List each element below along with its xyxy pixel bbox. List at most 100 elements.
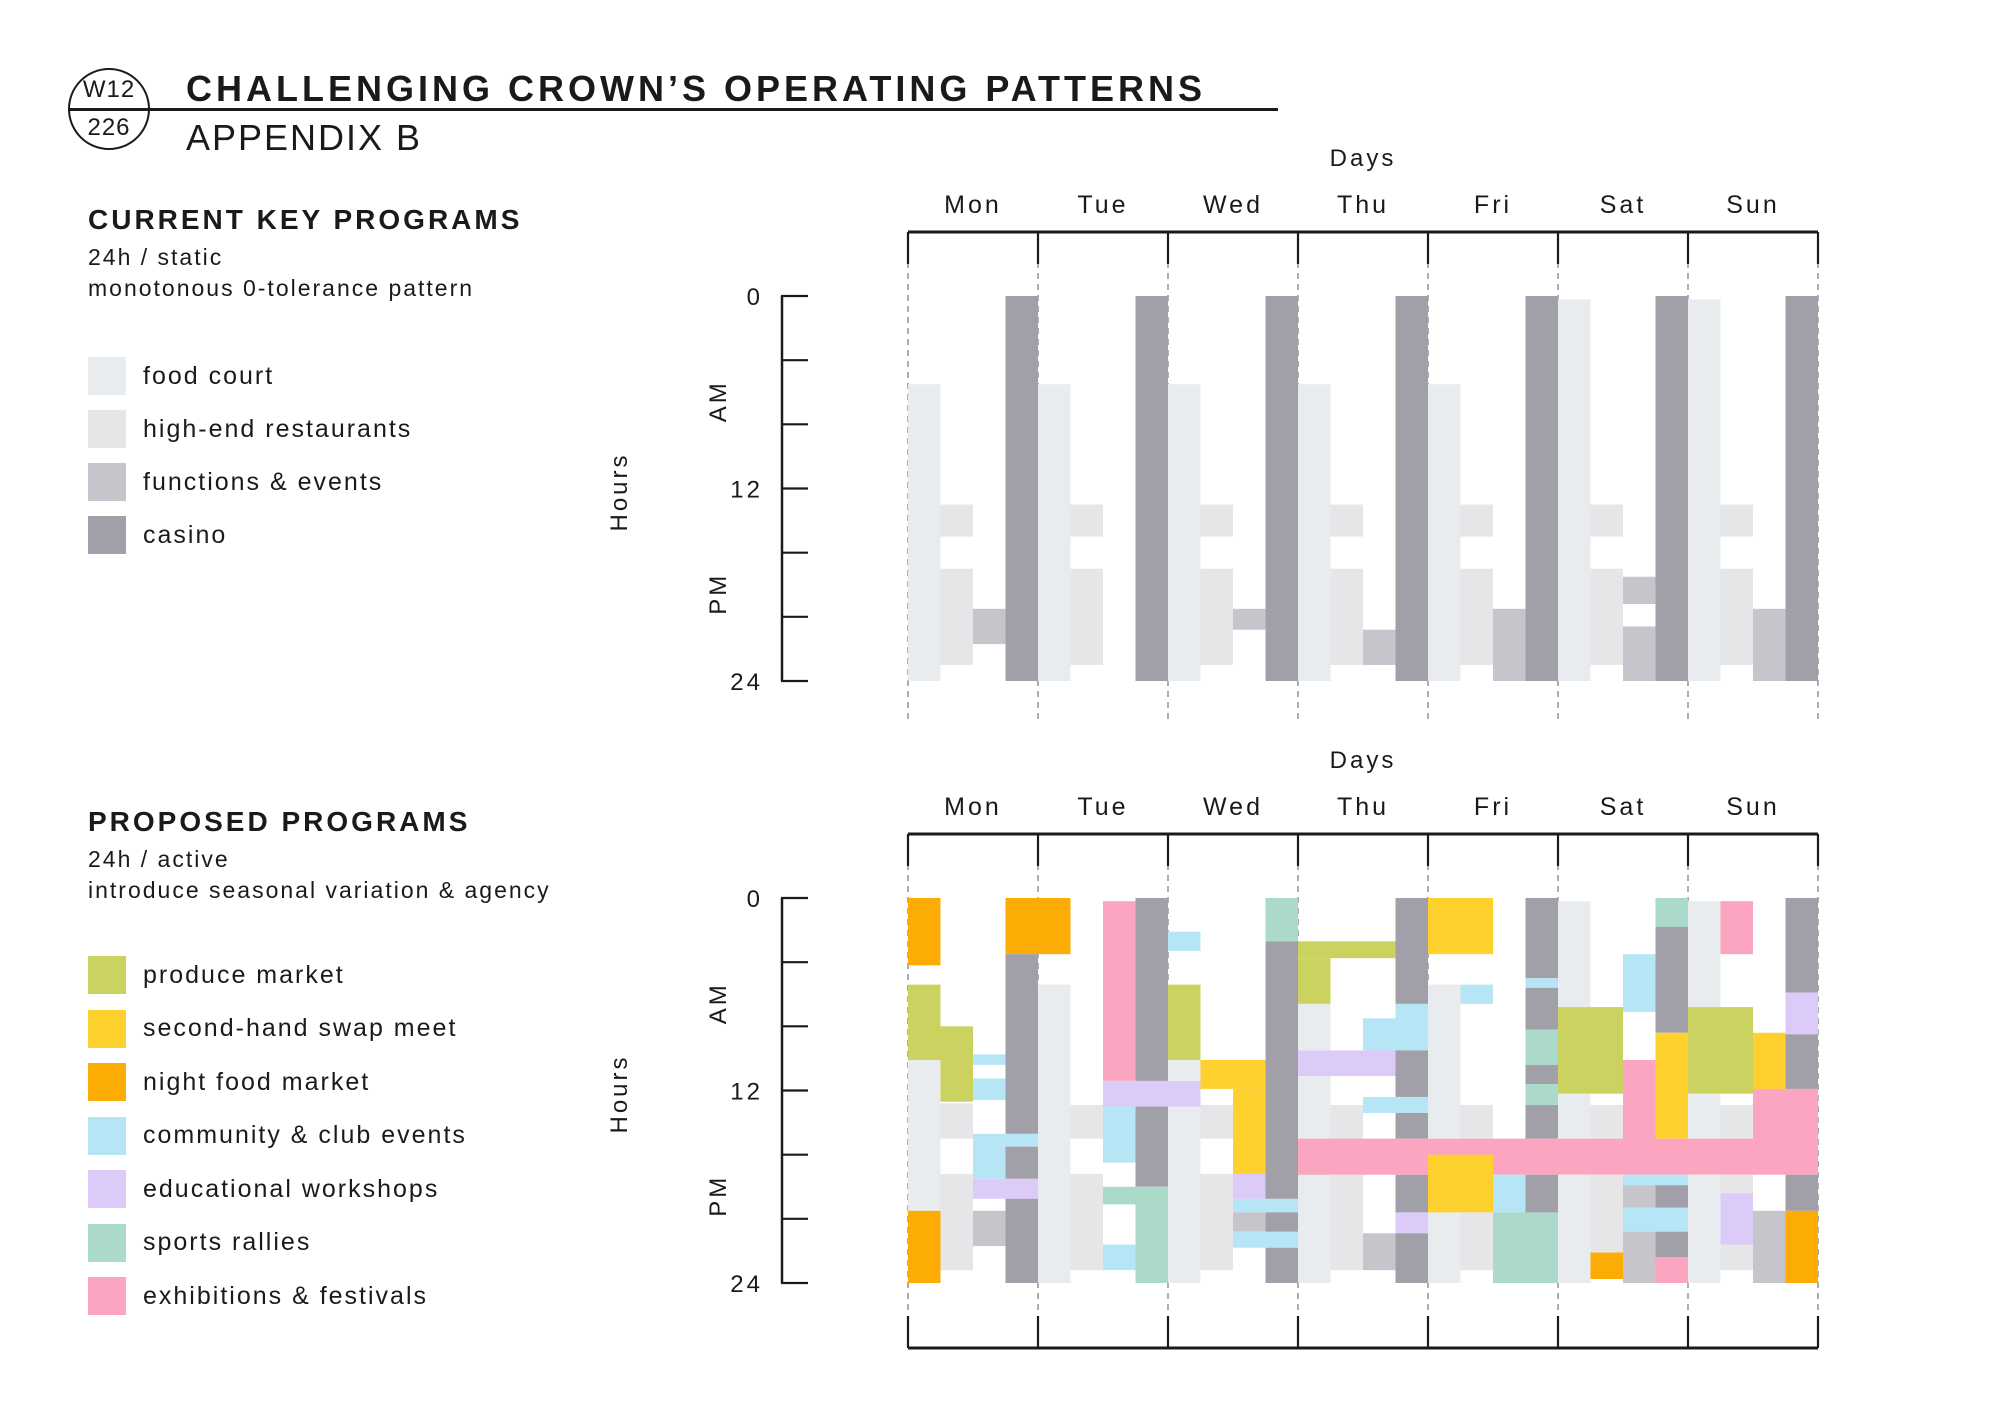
legend-item-workshops: educational workshops bbox=[88, 1169, 467, 1209]
legend-item-casino: casino bbox=[88, 515, 412, 555]
block-functions bbox=[1363, 629, 1396, 665]
day-label-wed: Wed bbox=[1203, 191, 1263, 219]
proposed-legend: produce market second-hand swap meet night… bbox=[88, 955, 467, 1330]
block-food-court bbox=[1558, 1174, 1591, 1283]
block-sports bbox=[1103, 1186, 1136, 1205]
block-high-end bbox=[1200, 1104, 1233, 1139]
block-night-food bbox=[1590, 1252, 1623, 1279]
block-casino bbox=[1265, 296, 1298, 681]
legend-swatch bbox=[88, 357, 126, 395]
block-functions bbox=[1753, 608, 1786, 681]
block-high-end bbox=[1330, 568, 1363, 665]
block-high-end bbox=[1720, 1104, 1753, 1139]
block-workshops bbox=[1233, 1173, 1266, 1199]
block-casino bbox=[1395, 898, 1428, 1004]
pm-label: PM bbox=[705, 573, 732, 615]
block-produce bbox=[1688, 1007, 1753, 1094]
block-community bbox=[1363, 1096, 1428, 1113]
hour-tick-label: 24 bbox=[730, 1271, 763, 1298]
legend-label: casino bbox=[143, 520, 228, 549]
block-community bbox=[1363, 1018, 1396, 1051]
legend-label: exhibitions & festivals bbox=[143, 1281, 429, 1310]
block-casino bbox=[1135, 898, 1168, 1081]
block-functions bbox=[1493, 608, 1526, 681]
legend-swatch bbox=[88, 516, 126, 554]
page-title: CHALLENGING CROWN’S OPERATING PATTERNS bbox=[186, 68, 1206, 109]
block-casino bbox=[1005, 1198, 1038, 1283]
block-high-end bbox=[940, 568, 973, 665]
block-food-court bbox=[1688, 1093, 1721, 1139]
block-community bbox=[1395, 1003, 1428, 1051]
block-swap bbox=[1428, 1154, 1493, 1213]
legend-item-food-court: food court bbox=[88, 356, 412, 396]
block-casino bbox=[1005, 296, 1038, 681]
block-community bbox=[1525, 978, 1558, 988]
block-sports bbox=[1525, 1084, 1558, 1105]
block-community bbox=[1168, 931, 1201, 951]
block-high-end bbox=[1720, 1174, 1753, 1194]
block-functions bbox=[1623, 576, 1656, 604]
current-programs-title: CURRENT KEY PROGRAMS bbox=[88, 204, 523, 235]
legend-label: functions & events bbox=[143, 467, 384, 496]
block-functions bbox=[1233, 1212, 1266, 1232]
block-community bbox=[1233, 1231, 1298, 1248]
legend-label: high-end restaurants bbox=[143, 414, 413, 443]
block-sports bbox=[1493, 1212, 1558, 1283]
block-casino bbox=[1525, 1174, 1558, 1213]
block-casino bbox=[1785, 296, 1818, 681]
block-high-end bbox=[1460, 504, 1493, 537]
block-functions bbox=[973, 608, 1006, 645]
block-exhibitions bbox=[1298, 1138, 1818, 1175]
legend-swatch bbox=[88, 1116, 126, 1155]
am-label: AM bbox=[705, 982, 732, 1024]
block-community bbox=[1103, 1106, 1136, 1163]
block-high-end bbox=[1330, 504, 1363, 537]
legend-swatch bbox=[88, 956, 126, 994]
block-casino bbox=[1395, 296, 1428, 681]
block-high-end bbox=[1590, 568, 1623, 665]
legend-item-community: community & club events bbox=[88, 1116, 467, 1156]
day-label-mon: Mon bbox=[944, 191, 1002, 219]
legend-label: food court bbox=[143, 361, 275, 390]
hour-tick-label: 0 bbox=[747, 284, 763, 311]
block-high-end bbox=[1070, 504, 1103, 537]
legend-swatch bbox=[88, 1063, 126, 1101]
legend-swatch bbox=[88, 1009, 126, 1048]
block-high-end bbox=[1590, 1174, 1623, 1253]
day-label-tue: Tue bbox=[1077, 793, 1128, 821]
legend-item-sports: sports rallies bbox=[88, 1223, 467, 1263]
block-food-court bbox=[1168, 384, 1201, 681]
block-produce bbox=[940, 1026, 973, 1102]
block-community bbox=[1460, 984, 1493, 1004]
block-sports bbox=[1525, 1029, 1558, 1065]
block-high-end bbox=[1200, 504, 1233, 537]
hour-tick-label: 0 bbox=[747, 886, 763, 913]
block-casino bbox=[1525, 898, 1558, 979]
day-label-thu: Thu bbox=[1337, 793, 1389, 821]
block-casino bbox=[1395, 1233, 1428, 1283]
legend-label: night food market bbox=[143, 1067, 371, 1096]
block-community bbox=[973, 1078, 1006, 1101]
hour-tick-label: 12 bbox=[730, 1079, 763, 1106]
day-label-sat: Sat bbox=[1600, 793, 1647, 821]
block-night-food bbox=[908, 1210, 941, 1283]
block-food-court bbox=[1558, 1093, 1591, 1139]
block-functions bbox=[1623, 626, 1656, 681]
block-exhibitions bbox=[1103, 901, 1136, 1081]
current-programs-line1: 24h / static bbox=[88, 244, 224, 270]
block-community bbox=[1493, 1174, 1526, 1213]
day-label-mon: Mon bbox=[944, 793, 1002, 821]
block-functions bbox=[1363, 1233, 1396, 1271]
block-workshops bbox=[1395, 1212, 1428, 1234]
block-functions bbox=[1233, 608, 1266, 630]
block-high-end bbox=[1070, 1104, 1103, 1139]
block-produce bbox=[1298, 941, 1396, 959]
block-exhibitions bbox=[1655, 1257, 1688, 1283]
block-casino bbox=[1265, 941, 1298, 1199]
legend-label: produce market bbox=[143, 960, 345, 989]
block-exhibitions bbox=[1720, 901, 1753, 955]
block-workshops bbox=[973, 1178, 1038, 1199]
block-food-court bbox=[1558, 299, 1591, 681]
block-food-court bbox=[1558, 901, 1591, 1008]
block-casino bbox=[1395, 1050, 1428, 1097]
